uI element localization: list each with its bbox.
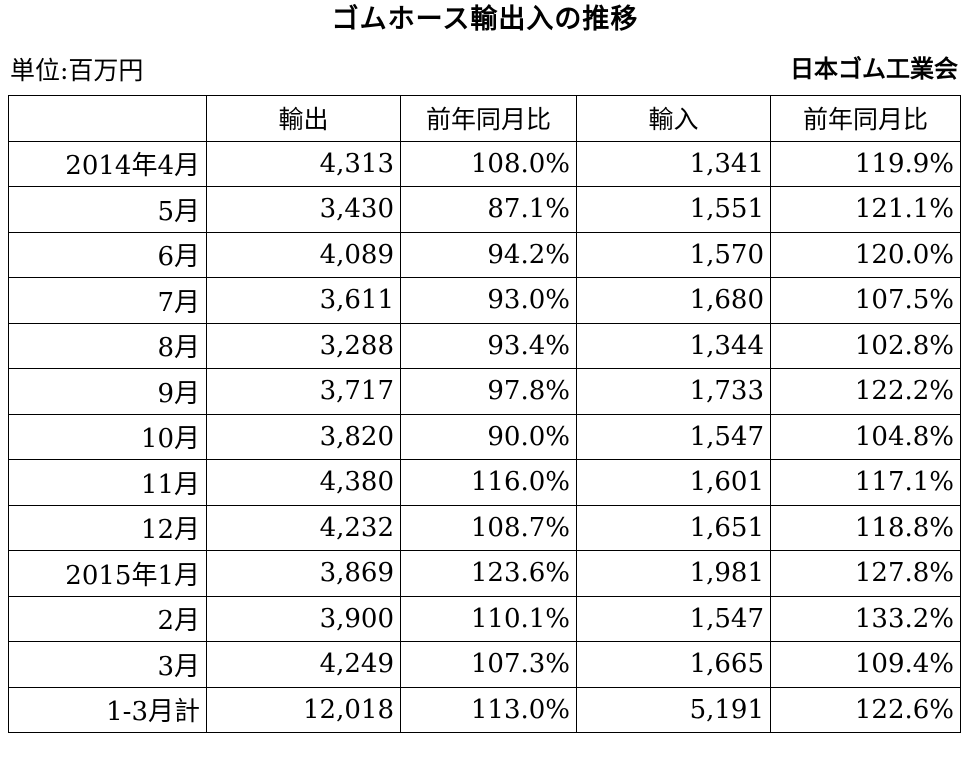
- cell-period: 8月: [8, 322, 207, 369]
- cell-export-yoy: 93.0%: [400, 277, 577, 324]
- table-row: 12月 4,232 108.7% 1,651 118.8%: [8, 504, 961, 551]
- cell-import: 1,551: [576, 186, 771, 233]
- cell-import: 1,570: [576, 231, 771, 278]
- header-export-yoy: 前年同月比: [400, 95, 577, 142]
- cell-export-yoy: 110.1%: [400, 595, 577, 642]
- cell-import-yoy: 121.1%: [770, 186, 961, 233]
- cell-export-yoy: 107.3%: [400, 641, 577, 688]
- cell-period: 9月: [8, 368, 207, 415]
- cell-import: 1,981: [576, 550, 771, 597]
- table-row: 6月 4,089 94.2% 1,570 120.0%: [8, 231, 961, 278]
- cell-period: 1-3月計: [8, 686, 207, 733]
- table-row: 11月 4,380 116.0% 1,601 117.1%: [8, 459, 961, 506]
- cell-import-yoy: 107.5%: [770, 277, 961, 324]
- cell-import: 1,547: [576, 413, 771, 460]
- cell-period: 2015年1月: [8, 550, 207, 597]
- header-export: 輸出: [206, 95, 401, 142]
- cell-import: 1,344: [576, 322, 771, 369]
- cell-period: 2月: [8, 595, 207, 642]
- cell-export-yoy: 108.0%: [400, 140, 577, 187]
- cell-import: 1,733: [576, 368, 771, 415]
- table-row: 10月 3,820 90.0% 1,547 104.8%: [8, 413, 961, 460]
- cell-period: 12月: [8, 504, 207, 551]
- cell-import-yoy: 117.1%: [770, 459, 961, 506]
- cell-import-yoy: 133.2%: [770, 595, 961, 642]
- cell-period: 10月: [8, 413, 207, 460]
- table-row: 2014年4月 4,313 108.0% 1,341 119.9%: [8, 140, 961, 187]
- table-row: 5月 3,430 87.1% 1,551 121.1%: [8, 186, 961, 233]
- cell-export-yoy: 93.4%: [400, 322, 577, 369]
- cell-period: 3月: [8, 641, 207, 688]
- cell-import: 1,651: [576, 504, 771, 551]
- cell-export: 4,313: [206, 140, 401, 187]
- cell-export: 3,900: [206, 595, 401, 642]
- cell-export: 3,717: [206, 368, 401, 415]
- data-table: 輸出 前年同月比 輸入 前年同月比 2014年4月 4,313 108.0% 1,34…: [8, 95, 961, 733]
- cell-period: 11月: [8, 459, 207, 506]
- header-import: 輸入: [576, 95, 771, 142]
- table-row: 2015年1月 3,869 123.6% 1,981 127.8%: [8, 550, 961, 597]
- cell-import: 5,191: [576, 686, 771, 733]
- cell-export-yoy: 87.1%: [400, 186, 577, 233]
- header-row: 輸出 前年同月比 輸入 前年同月比: [8, 95, 961, 142]
- cell-export: 4,249: [206, 641, 401, 688]
- header-period: [8, 95, 207, 142]
- unit-label: 単位:百万円: [10, 56, 144, 85]
- table-row: 9月 3,717 97.8% 1,733 122.2%: [8, 368, 961, 415]
- cell-import-yoy: 122.2%: [770, 368, 961, 415]
- cell-export-yoy: 94.2%: [400, 231, 577, 278]
- cell-import: 1,680: [576, 277, 771, 324]
- cell-import-yoy: 119.9%: [770, 140, 961, 187]
- cell-import-yoy: 118.8%: [770, 504, 961, 551]
- cell-export: 4,380: [206, 459, 401, 506]
- source-label: 日本ゴム工業会: [790, 55, 958, 83]
- cell-export-yoy: 123.6%: [400, 550, 577, 597]
- cell-export: 3,869: [206, 550, 401, 597]
- cell-import-yoy: 122.6%: [770, 686, 961, 733]
- cell-export: 3,288: [206, 322, 401, 369]
- cell-period: 6月: [8, 231, 207, 278]
- cell-export: 4,089: [206, 231, 401, 278]
- table-body: 2014年4月 4,313 108.0% 1,341 119.9% 5月 3,430 87.1…: [8, 140, 961, 733]
- cell-period: 7月: [8, 277, 207, 324]
- table-row: 1-3月計 12,018 113.0% 5,191 122.6%: [8, 686, 961, 733]
- cell-export-yoy: 116.0%: [400, 459, 577, 506]
- cell-export: 3,820: [206, 413, 401, 460]
- cell-export-yoy: 113.0%: [400, 686, 577, 733]
- cell-import: 1,665: [576, 641, 771, 688]
- chart-title: ゴムホース輸出入の推移: [331, 4, 639, 35]
- cell-import: 1,341: [576, 140, 771, 187]
- cell-export: 3,611: [206, 277, 401, 324]
- cell-period: 5月: [8, 186, 207, 233]
- table-row: 3月 4,249 107.3% 1,665 109.4%: [8, 641, 961, 688]
- cell-export-yoy: 90.0%: [400, 413, 577, 460]
- cell-import-yoy: 104.8%: [770, 413, 961, 460]
- cell-export: 3,430: [206, 186, 401, 233]
- cell-export: 4,232: [206, 504, 401, 551]
- cell-export-yoy: 108.7%: [400, 504, 577, 551]
- cell-import-yoy: 102.8%: [770, 322, 961, 369]
- header-import-yoy: 前年同月比: [770, 95, 961, 142]
- cell-import-yoy: 109.4%: [770, 641, 961, 688]
- cell-import-yoy: 120.0%: [770, 231, 961, 278]
- table-row: 8月 3,288 93.4% 1,344 102.8%: [8, 322, 961, 369]
- table-row: 7月 3,611 93.0% 1,680 107.5%: [8, 277, 961, 324]
- cell-import: 1,601: [576, 459, 771, 506]
- table-row: 2月 3,900 110.1% 1,547 133.2%: [8, 595, 961, 642]
- cell-period: 2014年4月: [8, 140, 207, 187]
- cell-export-yoy: 97.8%: [400, 368, 577, 415]
- cell-export: 12,018: [206, 686, 401, 733]
- cell-import: 1,547: [576, 595, 771, 642]
- cell-import-yoy: 127.8%: [770, 550, 961, 597]
